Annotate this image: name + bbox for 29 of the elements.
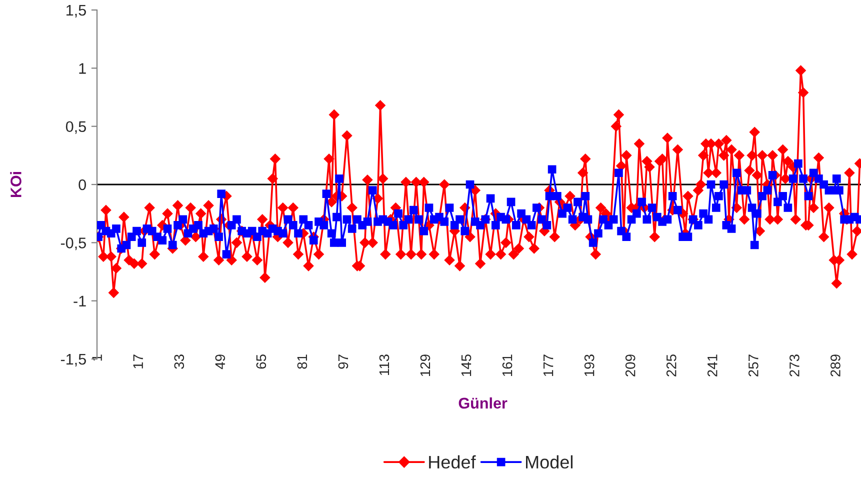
- x-tick-label: 225: [666, 354, 676, 376]
- x-tick-label: 65: [256, 354, 266, 369]
- x-tick-label: 209: [625, 354, 636, 376]
- x-axis-title: Günler: [458, 397, 508, 409]
- x-tick-label: 129: [420, 354, 430, 376]
- y-tick-label: -0,5: [60, 238, 86, 250]
- x-tick-label: 193: [584, 354, 594, 376]
- y-tick-label: 1,5: [66, 5, 86, 18]
- x-tick-label: 97: [338, 354, 348, 369]
- x-tick-label: 241: [707, 354, 718, 376]
- y-tick-label: -1: [74, 296, 86, 306]
- x-tick-label: 81: [297, 354, 308, 369]
- x-tick-label: 17: [133, 354, 143, 368]
- legend-label: Model: [526, 455, 573, 469]
- x-tick-label: 289: [830, 354, 840, 376]
- y-axis-title: KOi: [10, 172, 22, 198]
- x-tick-label: 33: [174, 354, 184, 369]
- x-tick-label: 49: [215, 354, 226, 370]
- x-tick-label: 113: [379, 354, 390, 376]
- x-tick-label: 161: [502, 354, 512, 376]
- y-tick-label: -1,5: [60, 354, 86, 366]
- y-tick-label: 1: [79, 63, 86, 74]
- y-tick-label: 0: [78, 179, 86, 190]
- x-tick-label: 273: [790, 354, 800, 376]
- legend-label: Hedef: [429, 455, 476, 469]
- y-tick-label: 0,5: [66, 121, 86, 134]
- x-tick-label: 257: [748, 354, 758, 376]
- x-tick-label: 145: [462, 354, 472, 376]
- x-tick-label: 177: [544, 354, 554, 376]
